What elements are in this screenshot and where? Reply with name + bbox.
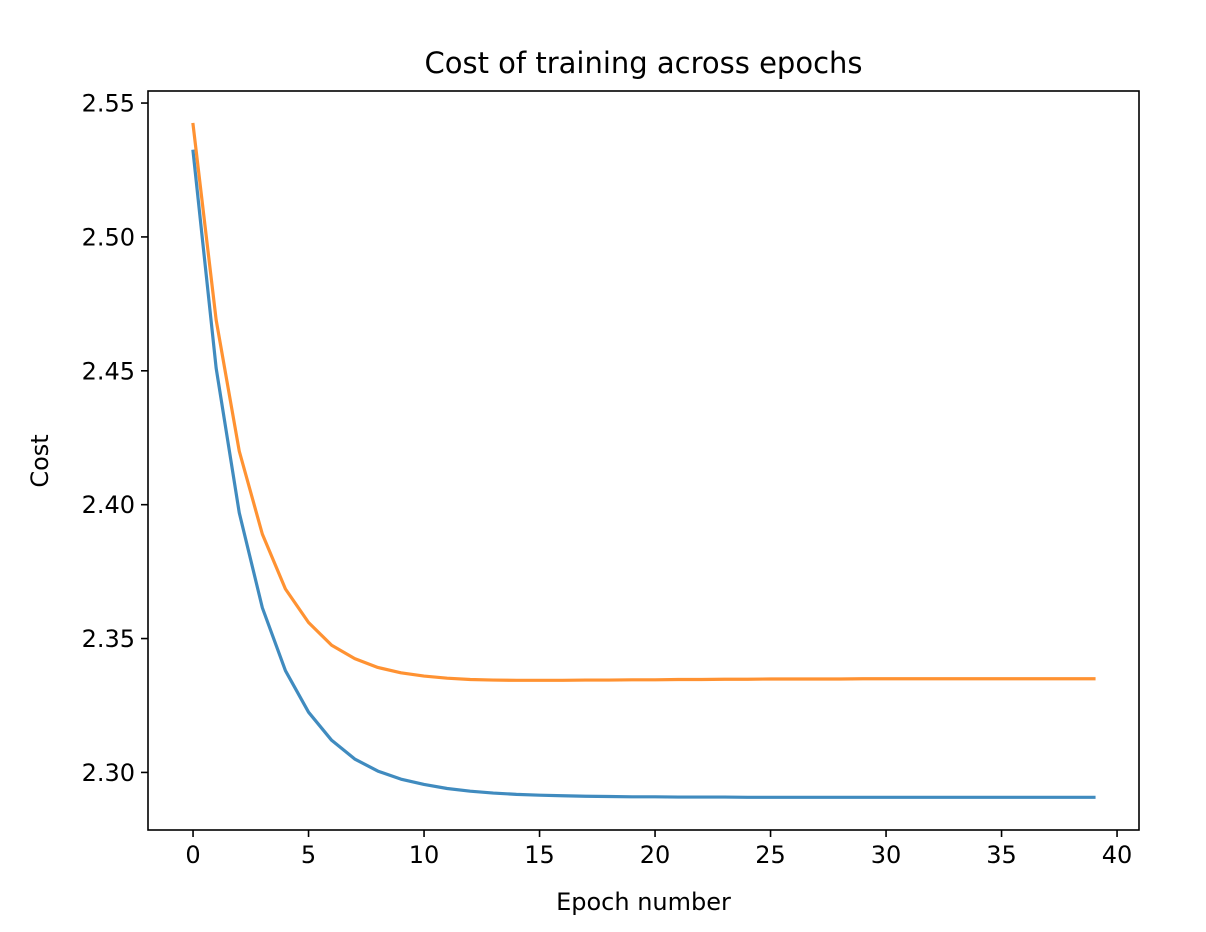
y-axis-ticks: 2.30 2.35 2.40 2.45 2.50 2.55 [82, 90, 148, 787]
x-tick-label: 25 [755, 841, 786, 869]
series-line-2 [191, 122, 1096, 682]
y-axis-label: Cost [26, 434, 54, 487]
series-layer [191, 122, 1096, 799]
series-line-1 [191, 149, 1096, 799]
x-tick-label: 40 [1102, 841, 1133, 869]
x-tick-label: 0 [185, 841, 200, 869]
y-tick-label: 2.55 [82, 90, 135, 118]
chart-title: Cost of training across epochs [424, 46, 862, 80]
x-tick-label: 30 [871, 841, 902, 869]
x-tick-label: 35 [986, 841, 1017, 869]
x-tick-label: 10 [409, 841, 440, 869]
axes-frame [147, 90, 1140, 831]
y-tick-label: 2.45 [82, 357, 135, 385]
y-tick-label: 2.40 [82, 491, 135, 519]
y-tick-label: 2.50 [82, 223, 135, 251]
x-axis-label: Epoch number [556, 888, 731, 916]
y-tick-label: 2.30 [82, 759, 135, 787]
x-tick-label: 5 [301, 841, 316, 869]
x-tick-label: 20 [640, 841, 671, 869]
x-axis-ticks: 0 5 10 15 20 25 30 35 40 [185, 830, 1132, 869]
y-tick-label: 2.35 [82, 625, 135, 653]
x-tick-label: 15 [524, 841, 555, 869]
